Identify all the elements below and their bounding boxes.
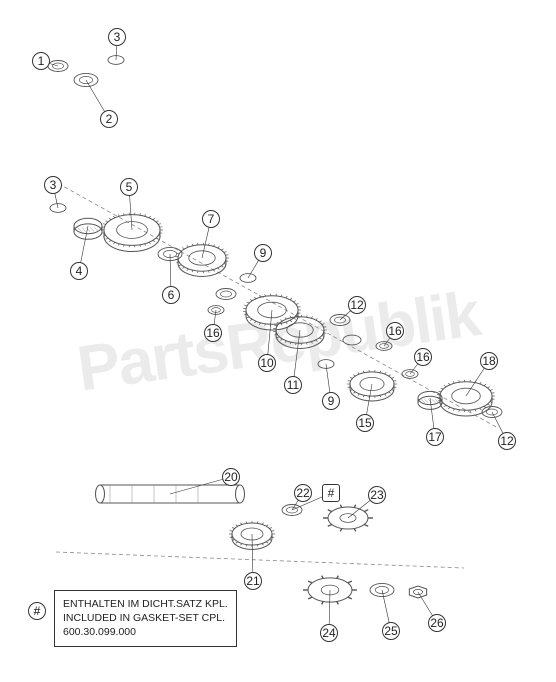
callout-hash: # bbox=[322, 484, 340, 502]
note-hash-symbol: # bbox=[28, 602, 46, 620]
callout-10: 10 bbox=[258, 354, 276, 372]
callout-number: 15 bbox=[356, 414, 374, 432]
callout-number: 9 bbox=[322, 392, 340, 410]
callout-number: 9 bbox=[254, 244, 272, 262]
note-line-2: INCLUDED IN GASKET-SET CPL. bbox=[63, 611, 228, 625]
part-p5 bbox=[101, 213, 163, 252]
callout-3: 3 bbox=[44, 176, 62, 194]
callout-9: 9 bbox=[322, 392, 340, 410]
callout-number: 12 bbox=[348, 296, 366, 314]
callout-6: 6 bbox=[162, 286, 180, 304]
callout-16: 16 bbox=[414, 348, 432, 366]
callout-25: 25 bbox=[382, 622, 400, 640]
callout-number: 1 bbox=[32, 52, 50, 70]
note-line-1: ENTHALTEN IM DICHT.SATZ KPL. bbox=[63, 597, 228, 611]
callout-number: 22 bbox=[294, 484, 312, 502]
callout-number: 3 bbox=[108, 28, 126, 46]
callout-number: 25 bbox=[382, 622, 400, 640]
callout-number: 10 bbox=[258, 354, 276, 372]
callout-number: 11 bbox=[284, 376, 302, 394]
callout-16: 16 bbox=[204, 324, 222, 342]
callout-23: 23 bbox=[368, 486, 386, 504]
callout-number: 16 bbox=[414, 348, 432, 366]
callout-number: 21 bbox=[244, 572, 262, 590]
callout-number: 16 bbox=[386, 322, 404, 340]
callout-15: 15 bbox=[356, 414, 374, 432]
callout-17: 17 bbox=[426, 428, 444, 446]
part-p8 bbox=[216, 289, 236, 300]
callout-4: 4 bbox=[70, 262, 88, 280]
callout-number: 2 bbox=[100, 110, 118, 128]
callout-16: 16 bbox=[386, 322, 404, 340]
callout-number: 12 bbox=[498, 432, 516, 450]
callout-9: 9 bbox=[254, 244, 272, 262]
callout-number: 24 bbox=[320, 624, 338, 642]
callout-number: 20 bbox=[222, 468, 240, 486]
callout-24: 24 bbox=[320, 624, 338, 642]
callout-number: 26 bbox=[428, 614, 446, 632]
callout-26: 26 bbox=[428, 614, 446, 632]
callout-number: 16 bbox=[204, 324, 222, 342]
callout-5: 5 bbox=[120, 178, 138, 196]
callout-number: 4 bbox=[70, 262, 88, 280]
gasket-note-box: ENTHALTEN IM DICHT.SATZ KPL. INCLUDED IN… bbox=[54, 590, 237, 647]
callout-21: 21 bbox=[244, 572, 262, 590]
callout-number: 18 bbox=[480, 352, 498, 370]
part-p7 bbox=[175, 243, 229, 277]
callout-12: 12 bbox=[348, 296, 366, 314]
callout-22: 22 bbox=[294, 484, 312, 502]
callout-number: 7 bbox=[202, 210, 220, 228]
part-p4 bbox=[74, 218, 102, 239]
callout-20: 20 bbox=[222, 468, 240, 486]
callout-7: 7 bbox=[202, 210, 220, 228]
callout-number: 3 bbox=[44, 176, 62, 194]
note-line-3: 600.30.099.000 bbox=[63, 625, 228, 639]
hash-icon: # bbox=[322, 484, 340, 502]
callout-number: 17 bbox=[426, 428, 444, 446]
callout-12: 12 bbox=[498, 432, 516, 450]
callout-1: 1 bbox=[32, 52, 50, 70]
callout-18: 18 bbox=[480, 352, 498, 370]
part-p18 bbox=[437, 380, 495, 416]
callout-11: 11 bbox=[284, 376, 302, 394]
part-p13 bbox=[343, 335, 361, 345]
exploded-diagram bbox=[0, 0, 556, 682]
callout-number: 6 bbox=[162, 286, 180, 304]
callout-number: 5 bbox=[120, 178, 138, 196]
callout-number: 23 bbox=[368, 486, 386, 504]
callout-3: 3 bbox=[108, 28, 126, 46]
callout-2: 2 bbox=[100, 110, 118, 128]
